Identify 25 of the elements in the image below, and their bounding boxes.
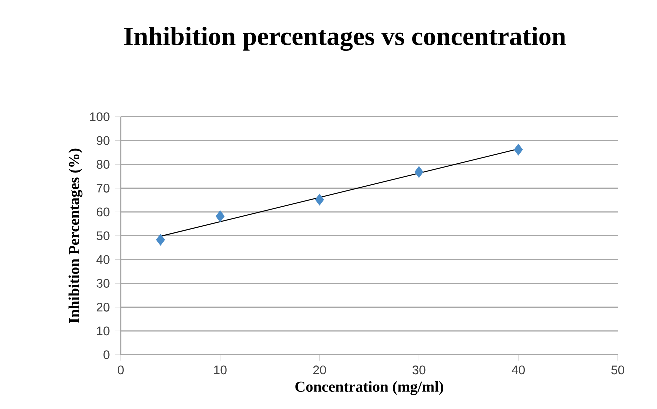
x-tick-label: 20 xyxy=(314,366,326,375)
y-tick-label: 40 xyxy=(96,255,110,264)
x-tick-label: 10 xyxy=(214,366,227,375)
y-tick-label: 20 xyxy=(96,302,110,312)
y-tick-label: 100 xyxy=(90,112,110,122)
x-tick-label: 40 xyxy=(512,366,526,375)
y-tick-label: 50 xyxy=(96,232,110,240)
point xyxy=(216,210,225,222)
point xyxy=(156,234,166,246)
y-tick-label: 90 xyxy=(96,136,110,146)
y-tick-label: 60 xyxy=(96,208,110,217)
x-tick-label: 50 xyxy=(612,366,624,375)
chart-title: Inhibition percentages vs concentration xyxy=(124,26,566,52)
y-tick-label: 70 xyxy=(96,184,110,193)
y-tick-label: 0 xyxy=(104,350,110,360)
point xyxy=(514,144,524,156)
point xyxy=(315,194,324,206)
x-tick-label: 30 xyxy=(412,366,426,375)
y-tick-label: 80 xyxy=(96,160,110,170)
y-tick-label: 30 xyxy=(96,279,110,288)
point xyxy=(414,166,424,178)
x-tick-label: 0 xyxy=(118,366,124,375)
y-axis-title: Inhibition Percentages (%) xyxy=(68,148,83,324)
y-tick-label: 10 xyxy=(97,326,110,336)
x-axis-title: Concentration (mg/ml) xyxy=(296,381,444,396)
